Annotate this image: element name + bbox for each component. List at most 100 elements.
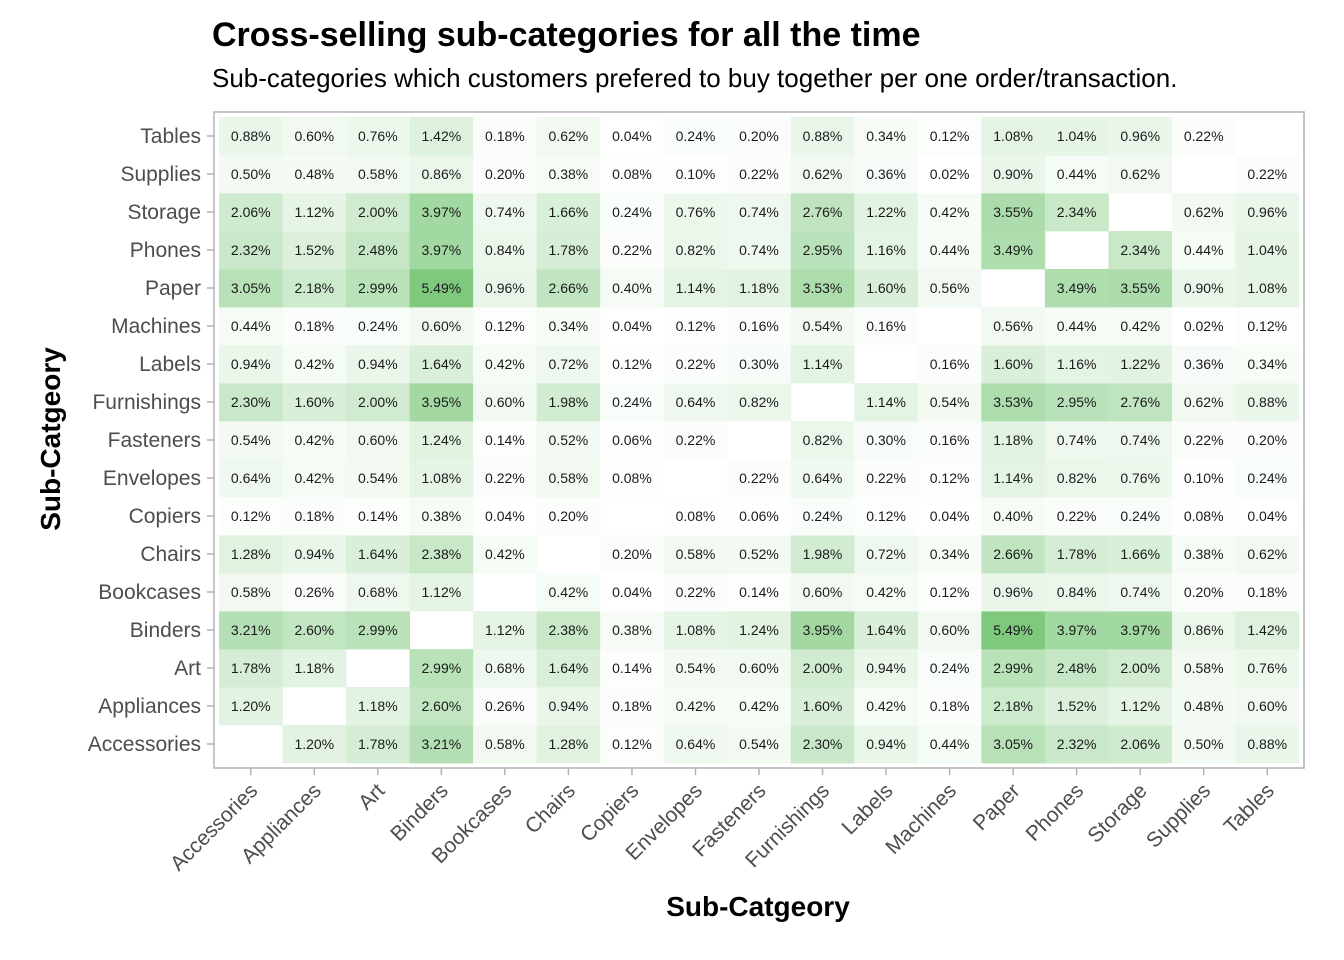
heatmap-cell bbox=[346, 383, 410, 422]
heatmap-cell bbox=[917, 345, 982, 384]
cell-value-label: 0.08% bbox=[1184, 508, 1224, 524]
cell-value-label: 0.40% bbox=[993, 508, 1033, 524]
heatmap-cell bbox=[727, 269, 792, 308]
heatmap-cell bbox=[1235, 535, 1300, 574]
cell-value-label: 0.42% bbox=[1120, 318, 1160, 334]
x-tick-label: Supplies bbox=[1142, 779, 1215, 852]
cell-value-label: 0.42% bbox=[866, 584, 906, 600]
heatmap-cell bbox=[346, 231, 410, 270]
heatmap-cell bbox=[1108, 459, 1173, 498]
heatmap-cell bbox=[727, 725, 792, 764]
y-tick-label: Tables bbox=[140, 125, 201, 148]
cell-value-label: 0.50% bbox=[1184, 736, 1224, 752]
cell-value-label: 0.12% bbox=[1247, 318, 1287, 334]
heatmap-cell bbox=[663, 155, 728, 194]
cell-value-label: 1.60% bbox=[803, 698, 843, 714]
cell-value-label: 0.18% bbox=[294, 508, 334, 524]
heatmap-cell bbox=[409, 573, 474, 612]
cell-value-label: 0.54% bbox=[358, 470, 398, 486]
cell-value-label: 1.42% bbox=[1247, 622, 1287, 638]
heatmap-cell bbox=[473, 459, 538, 498]
heatmap-cell bbox=[917, 649, 982, 688]
cell-value-label: 0.60% bbox=[803, 584, 843, 600]
cell-value-label: 2.76% bbox=[803, 204, 843, 220]
heatmap-cell bbox=[790, 421, 855, 460]
cell-value-label: 0.96% bbox=[993, 584, 1033, 600]
heatmap-cell bbox=[346, 687, 410, 726]
cell-value-label: 0.24% bbox=[612, 394, 652, 410]
heatmap-cell bbox=[536, 117, 601, 156]
heatmap-cell bbox=[346, 725, 410, 764]
cell-value-label: 0.42% bbox=[739, 698, 779, 714]
cell-value-label: 0.64% bbox=[676, 394, 716, 410]
cell-value-label: 5.49% bbox=[993, 622, 1033, 638]
y-tick-label: Chairs bbox=[140, 543, 201, 566]
cell-value-label: 0.94% bbox=[866, 660, 906, 676]
heatmap-cell bbox=[409, 269, 474, 308]
heatmap-cell bbox=[1171, 117, 1236, 156]
cell-value-label: 0.60% bbox=[294, 128, 334, 144]
cell-value-label: 0.60% bbox=[739, 660, 779, 676]
heatmap-cell bbox=[727, 155, 792, 194]
heatmap-cell bbox=[600, 155, 665, 194]
cell-value-label: 1.04% bbox=[1247, 242, 1287, 258]
cell-value-label: 1.78% bbox=[358, 736, 398, 752]
cell-value-label: 1.08% bbox=[421, 470, 461, 486]
cell-value-label: 0.16% bbox=[739, 318, 779, 334]
cell-value-label: 0.22% bbox=[739, 470, 779, 486]
heatmap-cells: 1.20% 1.78% 3.21% 0.58% 1.28% 0.12% 0.64% 0.54%… bbox=[219, 117, 1300, 764]
heatmap-cell bbox=[409, 307, 474, 346]
heatmap-cell bbox=[663, 307, 728, 346]
cell-value-label: 0.82% bbox=[739, 394, 779, 410]
heatmap-cell bbox=[219, 535, 283, 574]
heatmap-cell bbox=[981, 117, 1046, 156]
cell-value-label: 3.05% bbox=[231, 280, 271, 296]
cell-value-label: 0.72% bbox=[866, 546, 906, 562]
cell-value-label: 1.18% bbox=[739, 280, 779, 296]
cell-value-label: 0.58% bbox=[485, 736, 525, 752]
cell-value-label: 2.06% bbox=[1120, 736, 1160, 752]
cell-value-label: 0.04% bbox=[1247, 508, 1287, 524]
cell-value-label: 0.62% bbox=[803, 166, 843, 182]
cell-value-label: 0.72% bbox=[549, 356, 589, 372]
heatmap-cell bbox=[790, 535, 855, 574]
heatmap-cell bbox=[1044, 459, 1109, 498]
cell-value-label: 0.56% bbox=[993, 318, 1033, 334]
cell-value-label: 0.76% bbox=[1120, 470, 1160, 486]
cell-value-label: 1.22% bbox=[866, 204, 906, 220]
cell-value-label: 0.94% bbox=[294, 546, 334, 562]
heatmap-cell bbox=[473, 193, 538, 232]
heatmap-cell bbox=[981, 231, 1046, 270]
cell-value-label: 0.96% bbox=[1120, 128, 1160, 144]
heatmap-cell bbox=[1235, 307, 1300, 346]
heatmap-cell bbox=[536, 573, 601, 612]
heatmap-cell bbox=[346, 497, 410, 536]
heatmap-cell bbox=[409, 155, 474, 194]
heatmap-cell bbox=[854, 421, 919, 460]
heatmap-cell bbox=[727, 307, 792, 346]
y-tick-label: Labels bbox=[139, 353, 201, 376]
cell-value-label: 1.08% bbox=[676, 622, 716, 638]
cell-value-label: 0.18% bbox=[612, 698, 652, 714]
cell-value-label: 0.82% bbox=[676, 242, 716, 258]
cell-value-label: 0.34% bbox=[1247, 356, 1287, 372]
heatmap-cell bbox=[790, 269, 855, 308]
heatmap-cell bbox=[1235, 497, 1300, 536]
panel-border bbox=[213, 111, 1305, 769]
heatmap-cell bbox=[790, 193, 855, 232]
cell-value-label: 0.42% bbox=[294, 470, 334, 486]
y-tick-label: Phones bbox=[130, 239, 201, 262]
heatmap-cell bbox=[536, 269, 601, 308]
cell-value-label: 0.08% bbox=[676, 508, 716, 524]
cell-value-label: 2.00% bbox=[358, 394, 398, 410]
heatmap-cell bbox=[282, 725, 347, 764]
cell-value-label: 0.02% bbox=[1184, 318, 1224, 334]
cell-value-label: 2.99% bbox=[358, 280, 398, 296]
heatmap-cell bbox=[727, 345, 792, 384]
heatmap-cell bbox=[600, 193, 665, 232]
y-tick-label: Fasteners bbox=[108, 429, 201, 452]
heatmap-cell bbox=[1044, 535, 1109, 574]
heatmap-cell bbox=[917, 193, 982, 232]
cell-value-label: 2.99% bbox=[421, 660, 461, 676]
heatmap-cell bbox=[663, 269, 728, 308]
